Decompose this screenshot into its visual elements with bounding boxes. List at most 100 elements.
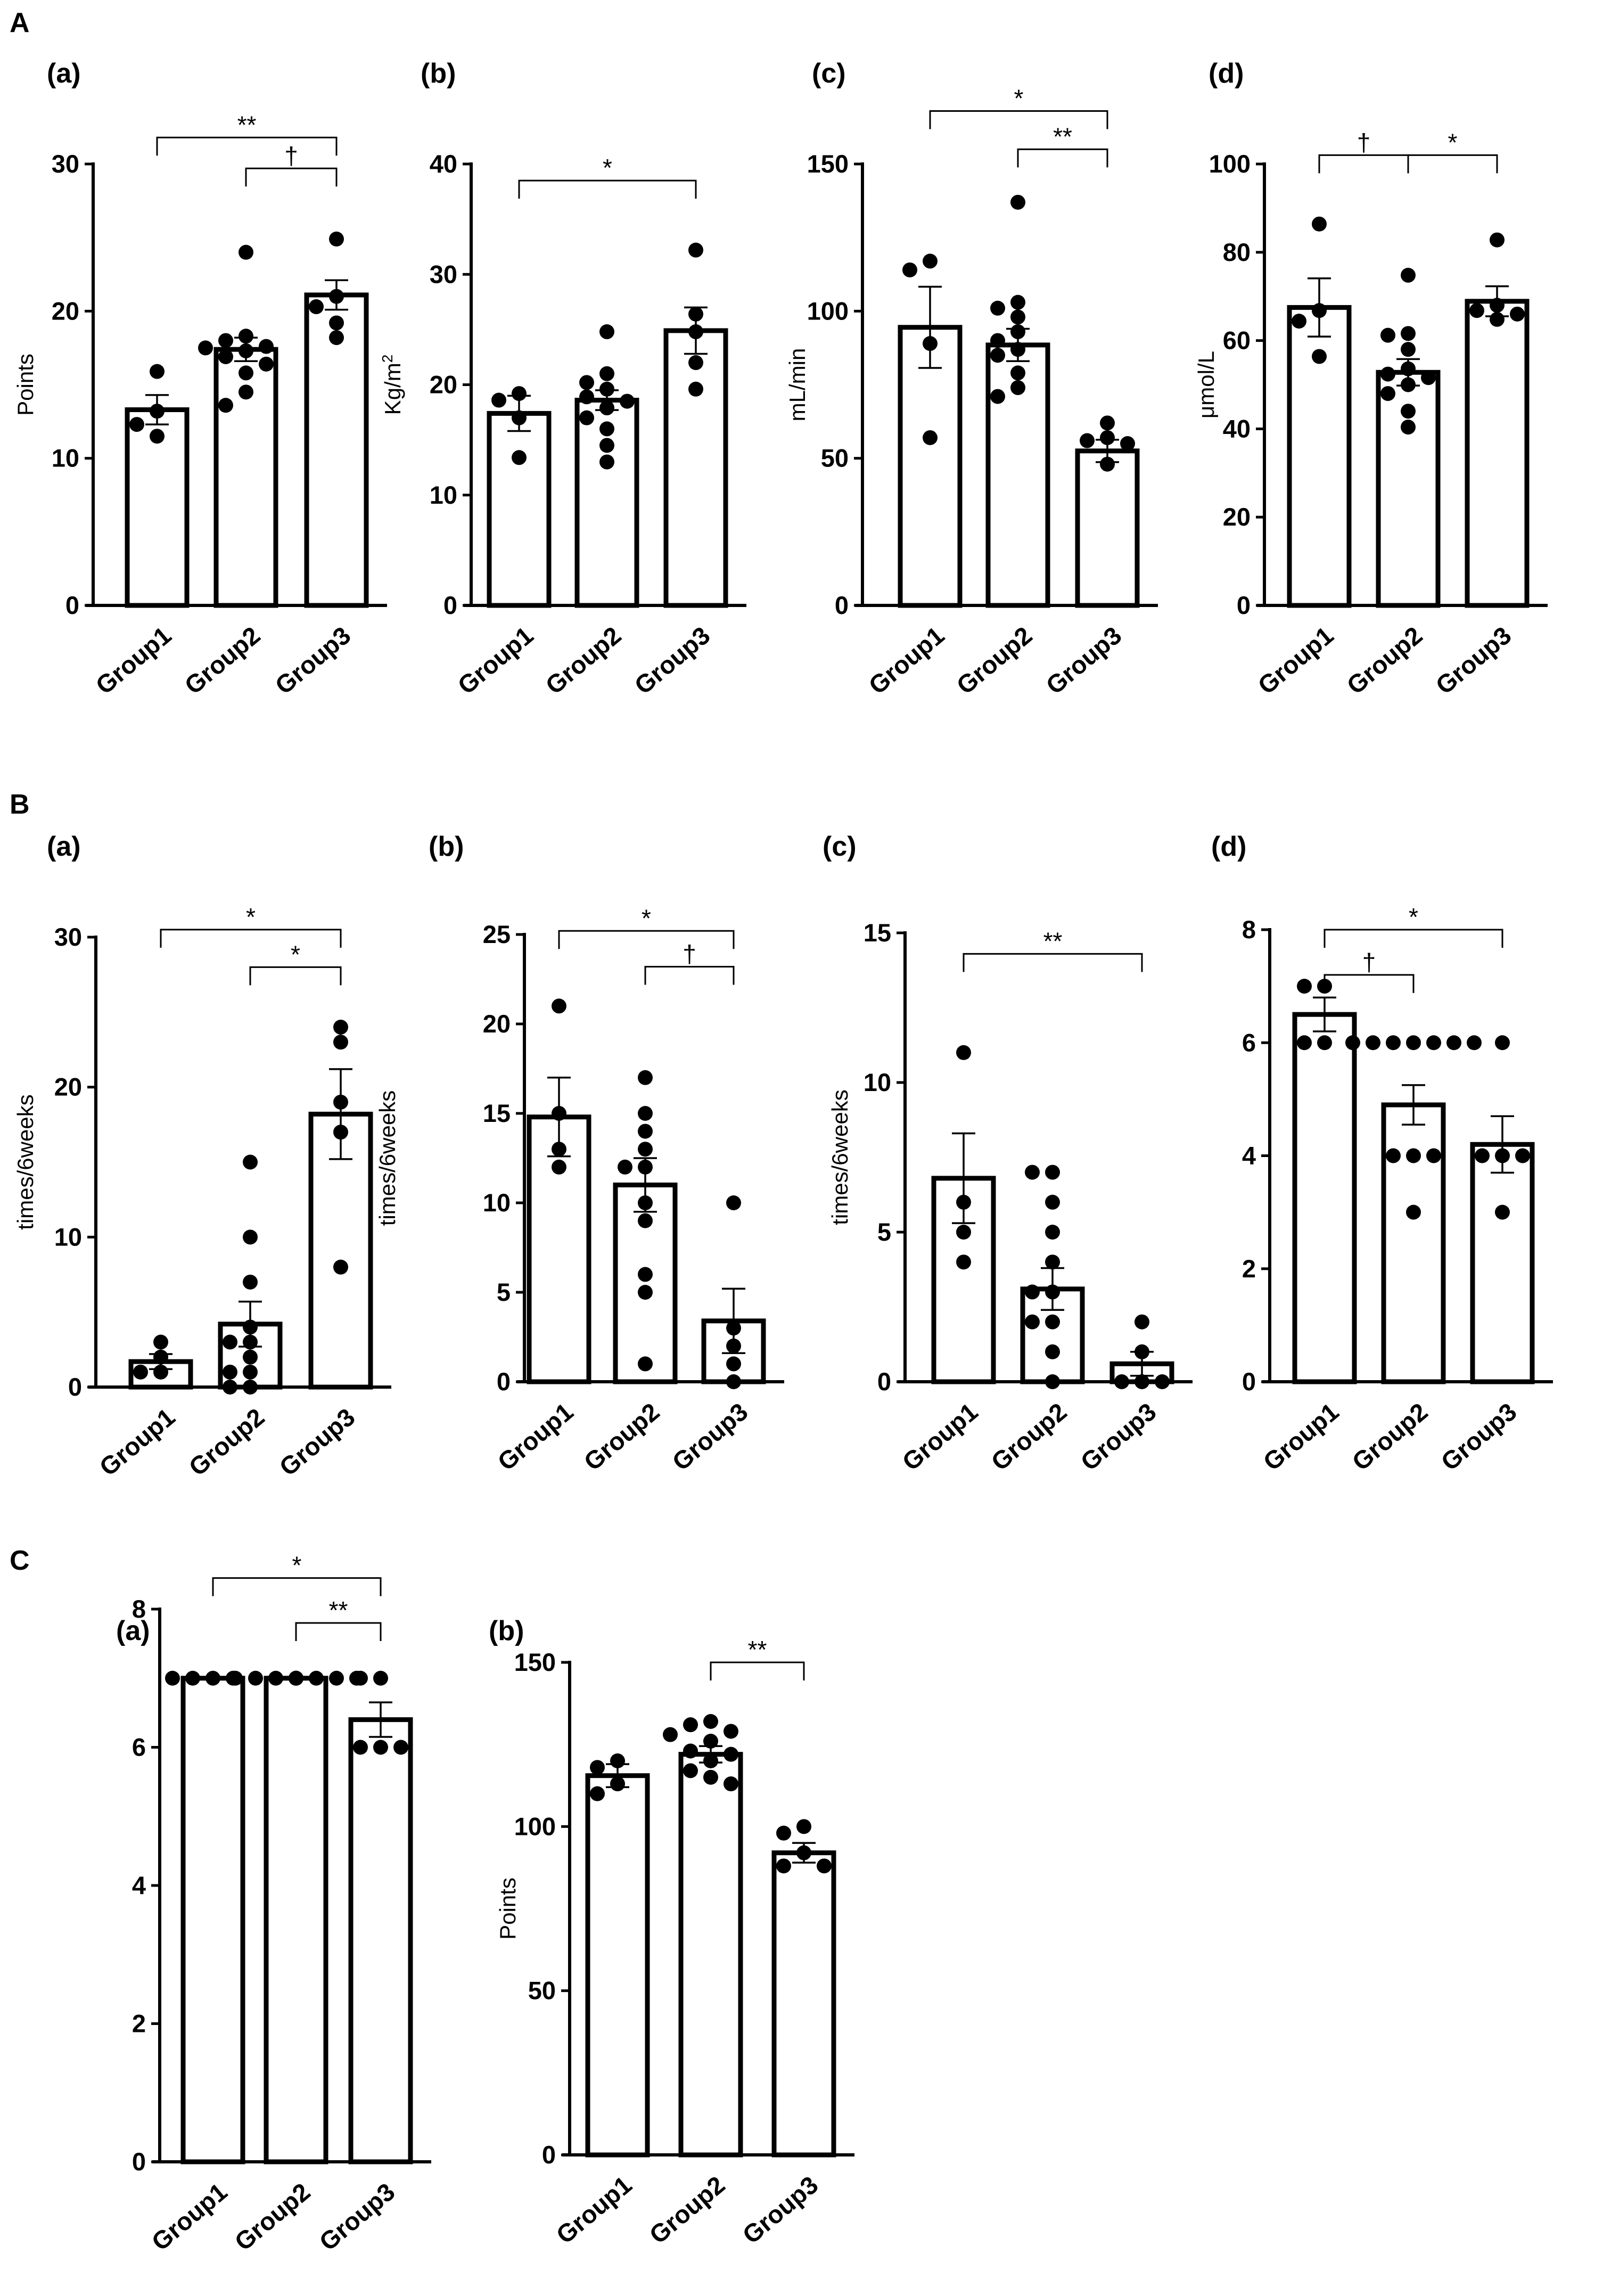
data-point	[663, 1727, 678, 1742]
data-point	[512, 410, 527, 425]
data-point	[1495, 1035, 1510, 1051]
y-tick-label: 10	[54, 1223, 82, 1251]
y-tick-label: 60	[1223, 326, 1251, 355]
significance-label: *	[642, 904, 651, 932]
data-point	[599, 324, 614, 340]
significance-bracket	[1407, 154, 1498, 174]
y-tick-label: 5	[497, 1278, 511, 1306]
data-point	[1010, 380, 1025, 396]
data-point	[1045, 1284, 1060, 1300]
data-point	[610, 1776, 625, 1792]
data-point	[1345, 1035, 1360, 1051]
data-point	[329, 231, 344, 247]
data-point	[1292, 314, 1306, 329]
data-point	[923, 430, 938, 445]
data-point	[150, 364, 165, 379]
data-point	[1401, 420, 1416, 435]
data-point	[223, 1380, 237, 1395]
data-point	[683, 1743, 698, 1759]
data-point	[590, 1786, 605, 1801]
data-point	[703, 1753, 718, 1768]
y-tick-label: 20	[52, 297, 79, 325]
section-label-b: B	[10, 789, 30, 820]
chart-Bc: (c) 0 5 10 15 times/6weeks Group1 Group2 Group3 *…	[823, 831, 1193, 1476]
data-point	[956, 1045, 971, 1060]
data-point	[683, 1717, 698, 1733]
data-point	[1025, 1284, 1040, 1300]
data-point	[579, 410, 594, 425]
data-point	[185, 1670, 200, 1686]
data-point	[1495, 1204, 1510, 1220]
data-point	[599, 381, 614, 397]
y-tick-label: 15	[483, 1099, 511, 1127]
data-point	[1100, 456, 1115, 472]
bar-group1	[1292, 1012, 1357, 1384]
y-tick-label: 6	[1242, 1028, 1256, 1056]
data-point	[1426, 1148, 1441, 1163]
data-point	[956, 1254, 971, 1270]
data-point	[1475, 1148, 1490, 1163]
data-point	[329, 1670, 344, 1686]
y-tick-label: 40	[430, 150, 457, 178]
y-tick-label: 5	[877, 1218, 891, 1246]
chart-Ba: (a) 0 10 20 30 times/6weeks Group1 Group2 Group3…	[13, 831, 391, 1481]
data-point	[223, 1364, 237, 1380]
data-point	[1406, 1148, 1421, 1163]
data-point	[1380, 366, 1395, 382]
significance-bracket	[156, 136, 338, 156]
significance-label: *	[603, 154, 612, 182]
data-point	[268, 1670, 283, 1686]
y-tick-label: 0	[65, 591, 79, 619]
data-point	[618, 1159, 632, 1175]
y-tick-label: 10	[52, 444, 79, 472]
significance-bracket	[1017, 148, 1108, 168]
y-tick-label: 80	[1223, 238, 1251, 266]
data-point	[638, 1213, 653, 1228]
chart-Bd: (d) 0 2 4 6 8 Group1 Group2 Group3 * †	[1211, 831, 1553, 1476]
y-axis-title: times/6weeks	[827, 1089, 852, 1225]
y-tick-label: 10	[864, 1068, 891, 1096]
data-point	[1380, 386, 1395, 401]
data-point	[1100, 415, 1115, 431]
data-point	[638, 1267, 653, 1282]
chart-Bb: (b) 0 5 10 15 20 25 times/6weeks Group1 Group2 Gro…	[375, 831, 784, 1476]
data-point	[243, 1229, 258, 1245]
data-point	[990, 333, 1005, 348]
data-point	[552, 1159, 566, 1175]
data-point	[1401, 326, 1416, 341]
data-point	[1045, 1374, 1060, 1389]
data-point	[373, 1670, 388, 1686]
y-tick-label: 150	[807, 150, 849, 178]
y-tick-label: 30	[52, 150, 79, 178]
x-category-label: Group1	[1252, 621, 1338, 700]
data-point	[724, 1724, 738, 1739]
data-point	[259, 339, 274, 354]
bar-group2	[678, 1752, 743, 2158]
chart-Aa: (a) 0 10 20 30 Points Group1 Group2 Group3 ** †	[13, 58, 387, 700]
data-point	[724, 1746, 738, 1762]
data-point	[243, 1364, 258, 1380]
data-point	[1312, 303, 1327, 318]
data-point	[683, 1763, 698, 1778]
data-point	[1401, 342, 1416, 357]
data-point	[638, 1356, 653, 1372]
significance-label: *	[1409, 903, 1418, 931]
y-tick-label: 0	[835, 591, 849, 619]
y-tick-label: 6	[132, 1733, 146, 1761]
x-category-label: Group3	[629, 621, 715, 700]
data-point	[726, 1338, 741, 1354]
y-tick-label: 4	[1242, 1142, 1256, 1170]
data-point	[726, 1374, 741, 1389]
data-point	[239, 244, 253, 260]
data-point	[1426, 1035, 1441, 1051]
significance-bracket	[1318, 154, 1409, 174]
x-category-label: Group3	[314, 2177, 400, 2256]
x-category-label: Group1	[452, 621, 538, 700]
panel-label: (a)	[116, 1616, 150, 1646]
data-point	[599, 400, 614, 416]
x-category-label: Group1	[863, 621, 949, 700]
bar-group1	[585, 1773, 650, 2158]
